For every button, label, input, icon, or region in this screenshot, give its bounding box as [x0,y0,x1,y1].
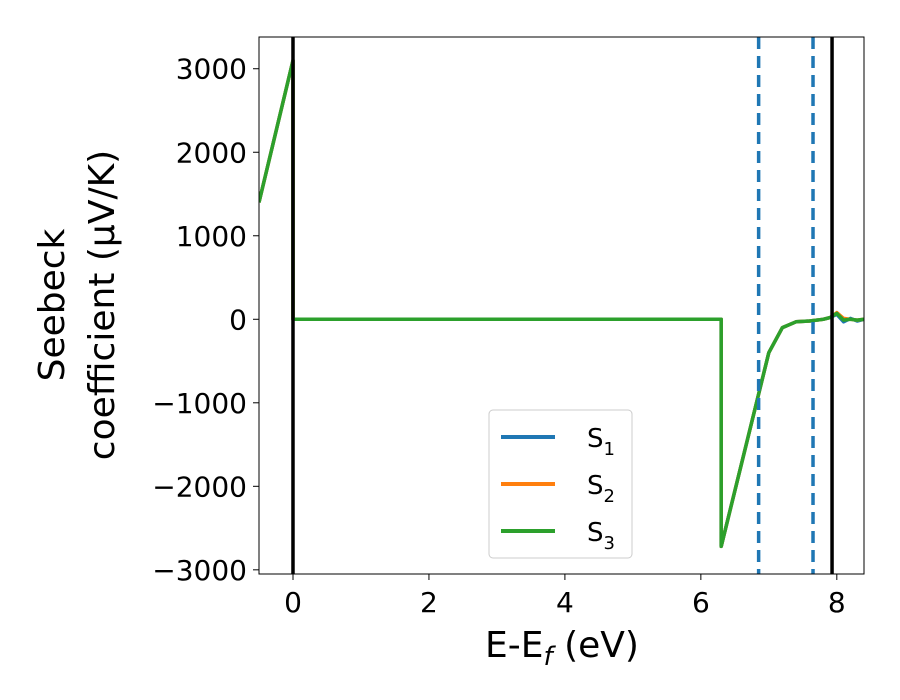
legend-box [488,409,633,559]
y-axis-ticks: −3000 −2000 −1000 0 1000 2000 3000 [152,53,259,587]
plot-frame [258,36,865,575]
legend-label: S1 [587,424,615,460]
x-axis-ticks: 0 2 4 6 8 [284,574,846,619]
y-tick-label: 3000 [176,53,247,86]
y-axis-label: Seebeck coefficient (μV/K) [32,150,123,460]
series-lines [259,58,864,549]
x-tick-label: 2 [420,586,438,619]
x-axis-label: E-Ef (eV) [485,625,639,672]
x-tick-label: 0 [284,586,302,619]
y-tick-label: 0 [229,303,247,336]
y-axis-label-line2: coefficient (μV/K) [82,150,123,460]
legend: S1 S2 S3 [488,409,633,559]
y-tick-label: −3000 [152,554,247,587]
y-axis-label-line1: Seebeck [32,228,73,381]
y-tick-label: −2000 [152,470,247,503]
x-tick-label: 4 [556,586,574,619]
y-tick-label: 1000 [176,220,247,253]
reference-lines [291,37,834,574]
x-tick-label: 6 [692,586,710,619]
series-line-S3 [259,58,864,549]
y-tick-label: −1000 [152,387,247,420]
legend-label: S2 [587,471,615,507]
y-tick-label: 2000 [176,136,247,169]
x-tick-label: 8 [828,586,846,619]
legend-label: S3 [587,518,615,554]
